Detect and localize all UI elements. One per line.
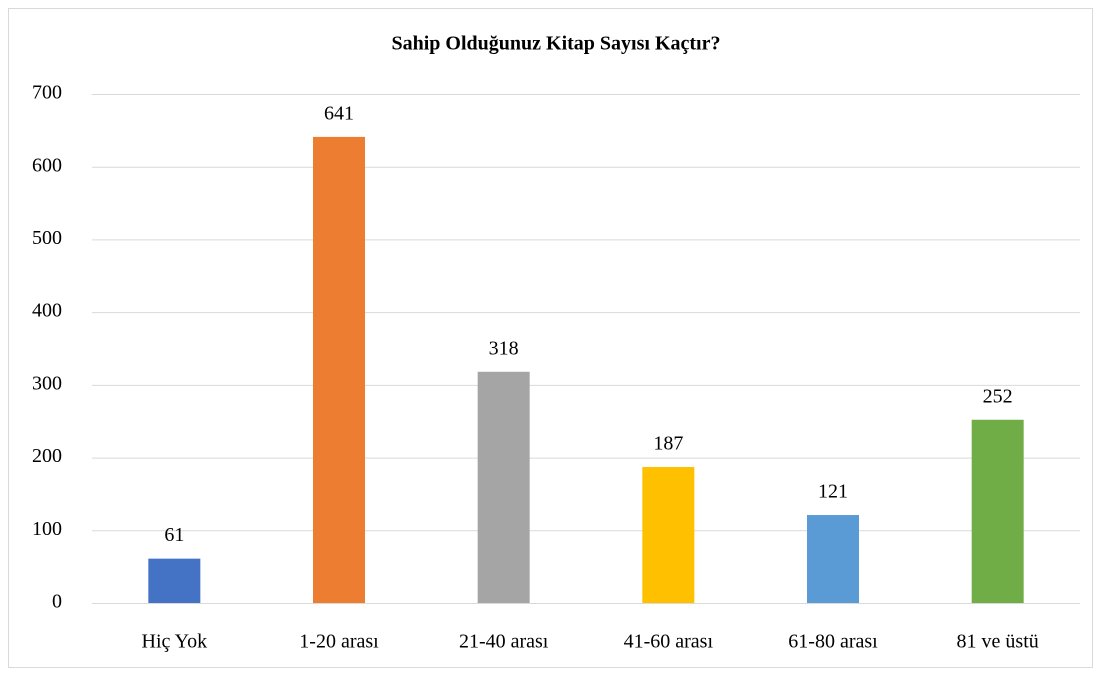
x-tick-label: 61-80 arası	[788, 631, 878, 653]
bar	[642, 467, 695, 603]
bar	[148, 558, 201, 603]
chart-title: Sahip Olduğunuz Kitap Sayısı Kaçtır?	[392, 33, 721, 55]
bar	[807, 515, 859, 603]
data-label: 641	[324, 102, 354, 124]
y-tick-label: 0	[52, 591, 62, 613]
x-tick-label: 81 ve üstü	[957, 631, 1039, 653]
x-tick-label: Hiç Yok	[142, 631, 208, 653]
data-label: 121	[818, 481, 848, 503]
bar	[971, 419, 1024, 603]
x-tick-label: 41-60 arası	[624, 631, 714, 653]
y-tick-label: 300	[32, 372, 62, 394]
bar	[477, 371, 530, 603]
chart-border	[8, 8, 1093, 668]
x-tick-label: 1-20 arası	[299, 631, 379, 653]
x-tick-label: 21-40 arası	[459, 631, 549, 653]
y-tick-label: 500	[32, 227, 62, 249]
data-label: 61	[164, 524, 184, 546]
y-tick-label: 200	[32, 445, 62, 467]
y-tick-label: 400	[32, 300, 62, 322]
y-tick-label: 100	[32, 518, 62, 540]
bar	[313, 136, 365, 603]
y-tick-label: 700	[32, 82, 62, 104]
data-label: 318	[489, 337, 519, 359]
data-label: 187	[653, 433, 683, 455]
data-label: 252	[983, 385, 1013, 407]
y-tick-label: 600	[32, 154, 62, 176]
